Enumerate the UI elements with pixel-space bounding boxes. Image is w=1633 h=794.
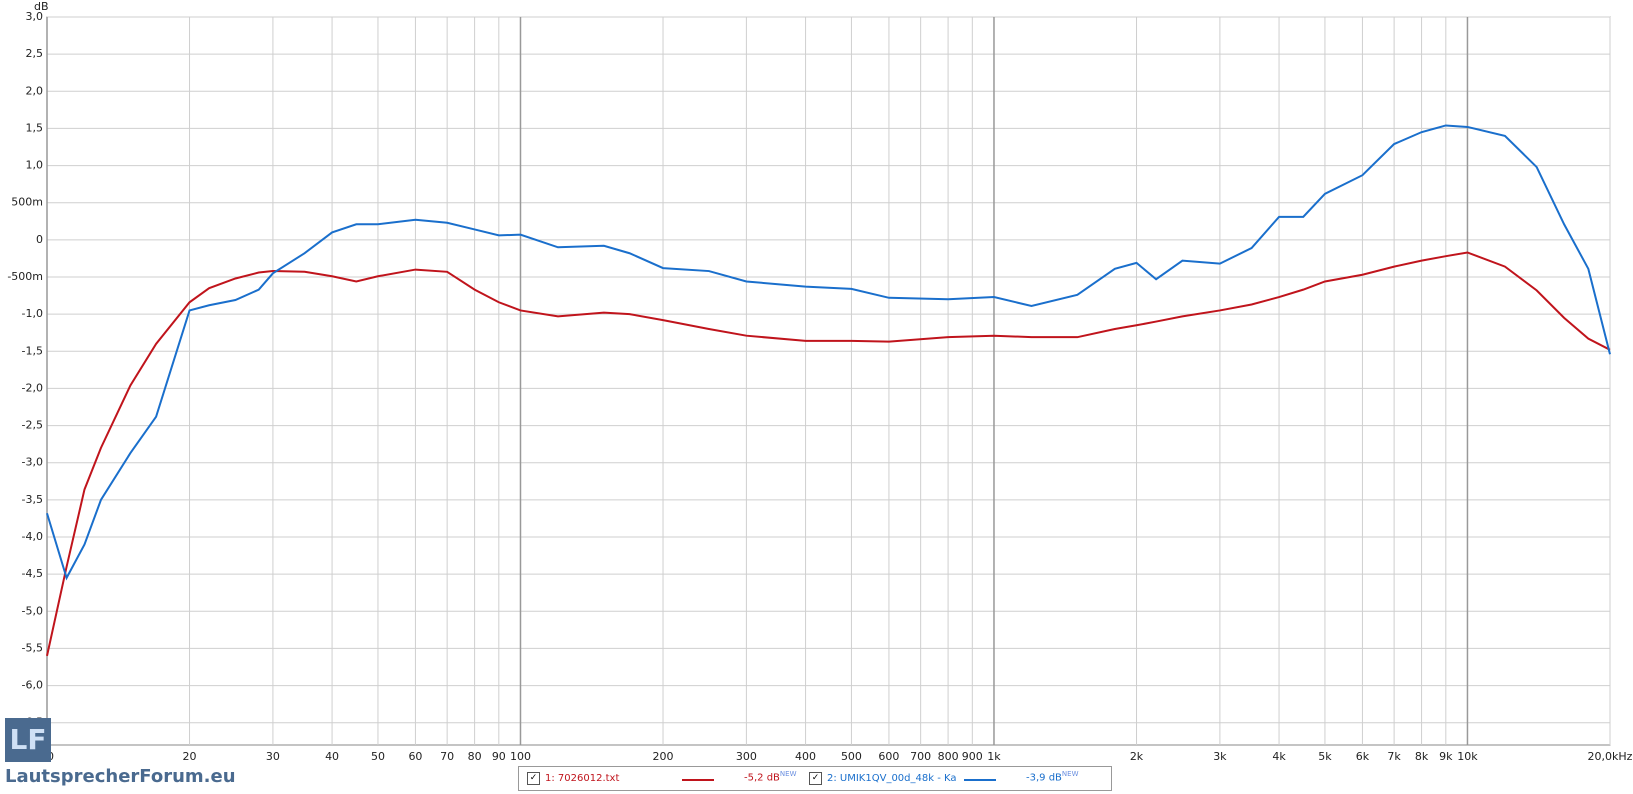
- logo: LF LautsprecherForum.eu: [5, 718, 236, 787]
- y-tick-label: 1,0: [26, 159, 44, 172]
- y-tick-label: 2,5: [26, 47, 44, 60]
- y-tick-label: -2,5: [22, 419, 43, 432]
- y-tick-label: -4,0: [22, 530, 43, 543]
- x-tick-label: 900: [962, 750, 983, 763]
- x-tick-label: 6k: [1356, 750, 1370, 763]
- x-tick-label: 3k: [1213, 750, 1227, 763]
- x-tick-label: 4k: [1272, 750, 1286, 763]
- y-tick-label: -1,0: [22, 307, 43, 320]
- y-tick-label: -5,0: [22, 604, 43, 617]
- x-tick-label: 200: [653, 750, 674, 763]
- y-tick-label: -5,5: [22, 641, 43, 654]
- x-tick-label: 70: [440, 750, 454, 763]
- x-tick-label: 90: [492, 750, 506, 763]
- x-tick-label: 7k: [1387, 750, 1401, 763]
- x-tick-label: 100: [510, 750, 531, 763]
- x-tick-label: 60: [408, 750, 422, 763]
- legend-tag: NEW: [1061, 770, 1079, 778]
- x-tick-label: 2k: [1130, 750, 1144, 763]
- x-tick-label: 10k: [1457, 750, 1478, 763]
- legend-value: -5,2 dBNEW: [744, 770, 797, 783]
- y-tick-label: 2,0: [26, 84, 44, 97]
- x-tick-label: 400: [795, 750, 816, 763]
- series-line: [46, 124, 1611, 581]
- x-tick-label: 1k: [987, 750, 1001, 763]
- y-tick-label: -1,5: [22, 344, 43, 357]
- x-tick-label: 9k: [1439, 750, 1453, 763]
- y-tick-label: 1,5: [26, 121, 44, 134]
- y-tick-label: -500m: [7, 270, 43, 283]
- y-tick-label: 0: [36, 233, 43, 246]
- x-tick-label: 600: [878, 750, 899, 763]
- legend-swatch: [682, 779, 714, 781]
- y-tick-label: 500m: [11, 196, 43, 209]
- logo-mark: LF: [5, 718, 51, 762]
- legend-value-text: -3,9 dB: [1026, 772, 1062, 784]
- legend-value: -3,9 dBNEW: [1026, 770, 1079, 783]
- x-tick-label: 700: [910, 750, 931, 763]
- y-tick-label: 3,0: [26, 10, 44, 23]
- legend: ✓ 1: 7026012.txt -5,2 dBNEW ✓ 2: UMIK1QV_00d…: [518, 766, 1112, 791]
- y-tick-label: -3,5: [22, 493, 43, 506]
- x-tick-label: 40: [325, 750, 339, 763]
- x-tick-label: 8k: [1415, 750, 1429, 763]
- y-tick-label: -6,0: [22, 679, 43, 692]
- x-tick-label: 20: [183, 750, 197, 763]
- x-tick-label: 80: [468, 750, 482, 763]
- logo-text: LautsprecherForum.eu: [5, 766, 236, 787]
- legend-value-text: -5,2 dB: [744, 772, 780, 784]
- legend-swatch: [964, 779, 996, 781]
- x-tick-label: 800: [938, 750, 959, 763]
- x-tick-label: 30: [266, 750, 280, 763]
- legend-checkbox[interactable]: ✓: [809, 772, 822, 785]
- legend-name: 1: 7026012.txt: [545, 773, 620, 784]
- x-tick-label: 50: [371, 750, 385, 763]
- legend-name: 2: UMIK1QV_00d_48k - Ka: [827, 773, 957, 784]
- y-tick-label: -4,5: [22, 567, 43, 580]
- x-tick-label: 500: [841, 750, 862, 763]
- y-tick-label: -3,0: [22, 456, 43, 469]
- plot-area: [46, 16, 1611, 746]
- y-unit: dB: [34, 0, 49, 13]
- legend-checkbox[interactable]: ✓: [527, 772, 540, 785]
- x-tick-label: 20,0kHz: [1588, 750, 1633, 763]
- legend-tag: NEW: [779, 770, 797, 778]
- x-tick-label: 300: [736, 750, 757, 763]
- x-tick-label: 5k: [1318, 750, 1332, 763]
- y-tick-label: -2,0: [22, 381, 43, 394]
- series-line: [46, 251, 1611, 657]
